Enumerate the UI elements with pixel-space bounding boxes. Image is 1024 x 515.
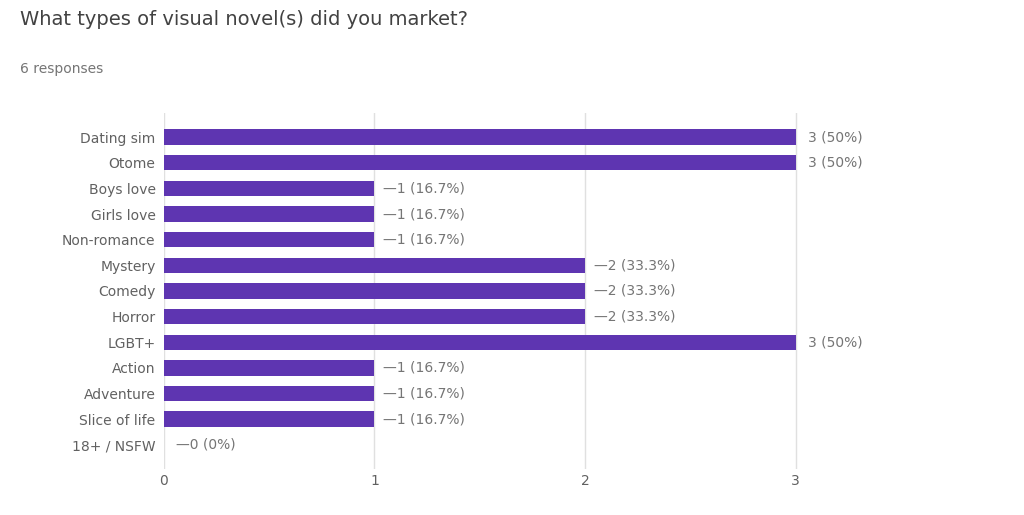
Bar — [164, 232, 375, 247]
Bar — [164, 258, 585, 273]
Text: 3 (50%): 3 (50%) — [808, 156, 863, 170]
Bar — [164, 207, 375, 222]
Text: —2 (33.3%): —2 (33.3%) — [594, 259, 675, 272]
Bar — [164, 283, 585, 299]
Bar — [164, 411, 375, 427]
Bar — [164, 386, 375, 401]
Bar — [164, 360, 375, 375]
Text: 3 (50%): 3 (50%) — [808, 335, 863, 349]
Text: —1 (16.7%): —1 (16.7%) — [383, 233, 465, 247]
Text: —1 (16.7%): —1 (16.7%) — [383, 361, 465, 375]
Text: 6 responses: 6 responses — [20, 62, 103, 76]
Text: —1 (16.7%): —1 (16.7%) — [383, 181, 465, 195]
Text: —1 (16.7%): —1 (16.7%) — [383, 387, 465, 401]
Text: 3 (50%): 3 (50%) — [808, 130, 863, 144]
Text: —2 (33.3%): —2 (33.3%) — [594, 310, 675, 323]
Text: —2 (33.3%): —2 (33.3%) — [594, 284, 675, 298]
Bar — [164, 129, 796, 145]
Text: —0 (0%): —0 (0%) — [176, 438, 237, 452]
Bar — [164, 155, 796, 170]
Text: —1 (16.7%): —1 (16.7%) — [383, 207, 465, 221]
Bar — [164, 181, 375, 196]
Text: —1 (16.7%): —1 (16.7%) — [383, 412, 465, 426]
Text: What types of visual novel(s) did you market?: What types of visual novel(s) did you ma… — [20, 10, 469, 29]
Bar — [164, 309, 585, 324]
Bar — [164, 335, 796, 350]
